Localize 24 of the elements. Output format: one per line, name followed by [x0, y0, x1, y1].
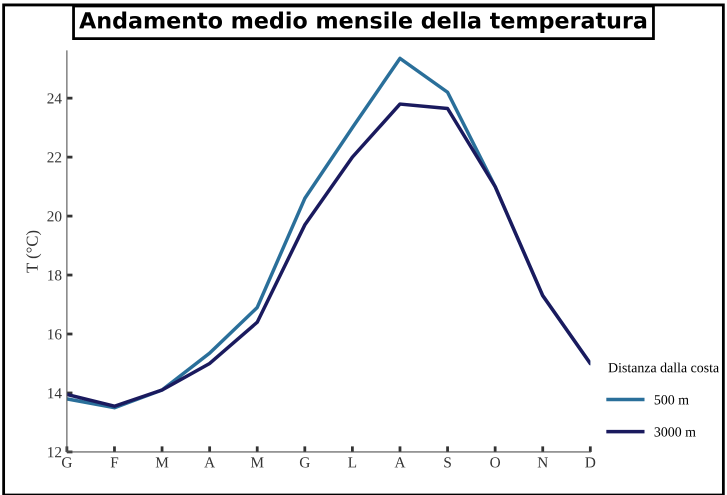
chart-title: Andamento medio mensile della temperatura	[79, 12, 646, 34]
y-tick-label: 22	[47, 152, 62, 162]
legend-label: 500 m	[654, 395, 689, 404]
x-tick-label: A	[204, 457, 216, 468]
y-tick-label: 12	[48, 447, 62, 458]
y-axis-title: T (°C)	[26, 230, 42, 273]
x-tick-label: M	[250, 457, 264, 468]
x-tick-label: O	[490, 457, 500, 468]
x-tick-label: G	[62, 457, 72, 468]
x-tick-label: G	[300, 457, 310, 468]
x-tick-label: D	[585, 457, 596, 468]
x-tick-label: A	[394, 457, 406, 468]
x-tick-label: F	[110, 457, 118, 468]
x-tick-label: S	[444, 457, 451, 468]
x-tick-label: L	[348, 457, 356, 468]
y-tick-label: 16	[48, 329, 62, 340]
x-tick-label: N	[538, 457, 548, 468]
x-tick-label: M	[156, 457, 168, 468]
legend-title: Distanza dalla costa	[608, 362, 719, 372]
y-tick-label: 24	[47, 93, 62, 104]
y-tick-label: 18	[48, 270, 62, 280]
legend-label: 3000 m	[654, 427, 696, 437]
y-tick-label: 14	[48, 388, 62, 398]
y-tick-label: 20	[47, 211, 62, 222]
